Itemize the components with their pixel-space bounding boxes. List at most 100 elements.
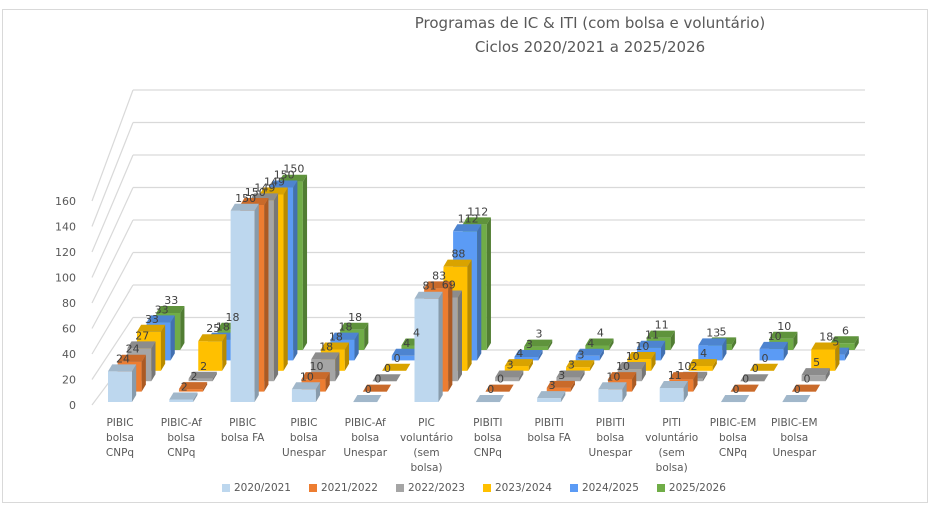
bar-top — [546, 380, 575, 388]
y-tick-label: 120 — [55, 246, 76, 259]
data-label: 10 — [606, 370, 620, 383]
bar-top — [291, 382, 321, 390]
bar-top — [382, 363, 411, 371]
bar-top — [669, 372, 698, 380]
bar — [811, 342, 840, 371]
data-label: 3 — [536, 328, 543, 341]
data-label: 4 — [587, 337, 594, 350]
bar-side — [528, 359, 533, 371]
bar — [230, 203, 259, 402]
bar-top — [453, 224, 482, 232]
data-label: 4 — [413, 327, 420, 340]
legend-label: 2021/2022 — [320, 482, 378, 494]
bar — [188, 371, 217, 382]
x-tick-label: PIBIC bolsa FA — [220, 417, 265, 444]
data-label: 0 — [794, 383, 801, 396]
bar — [791, 384, 821, 392]
data-label: 33 — [164, 294, 178, 307]
bar-top — [830, 336, 859, 344]
bar-side — [170, 315, 175, 361]
legend-label: 2025/2026 — [668, 482, 726, 494]
data-label: 5 — [813, 356, 820, 369]
y-tick-label: 160 — [55, 195, 76, 208]
x-tick-label: PIBIC-Af bolsa Unespar — [343, 417, 388, 459]
bar-side — [844, 347, 850, 361]
data-label: 112 — [467, 205, 488, 218]
data-label: 0 — [394, 352, 401, 365]
bar-side — [344, 342, 350, 371]
bar-top — [782, 395, 811, 402]
data-label: 13 — [706, 326, 720, 339]
data-label: 11 — [668, 369, 682, 382]
bar — [740, 374, 769, 382]
bar-top — [646, 330, 675, 338]
bar-top — [575, 348, 604, 356]
data-label: 150 — [283, 163, 304, 176]
gridline-depth — [91, 219, 134, 304]
data-label: 3 — [549, 379, 556, 392]
bar-front — [537, 398, 562, 402]
bar-top — [240, 197, 269, 205]
bar-top — [585, 338, 614, 346]
bar-top — [230, 203, 259, 211]
data-label: 25 — [206, 322, 220, 335]
bars — [108, 174, 859, 403]
bar-front — [698, 345, 723, 361]
bar-front — [688, 366, 713, 371]
data-label: 10 — [677, 360, 691, 373]
bar-front — [575, 355, 600, 361]
bar-top — [259, 187, 288, 195]
bar-side — [590, 360, 595, 371]
bar — [127, 341, 156, 382]
data-label: 112 — [458, 212, 479, 225]
bar-top — [598, 382, 627, 390]
chart-title: Programas de IC & ITI (com bolsa e volun… — [414, 14, 766, 32]
bar — [698, 338, 727, 361]
bar-front — [178, 389, 203, 392]
bar-side — [632, 372, 637, 392]
legend-label: 2024/2025 — [581, 482, 639, 494]
bar-front — [585, 345, 610, 350]
bar — [382, 363, 411, 371]
x-tick-label: PIBITI bolsa CNPq — [473, 417, 503, 459]
bar-top — [146, 315, 175, 323]
bar-side — [570, 380, 575, 392]
bar-top — [136, 324, 166, 332]
data-label: 18 — [319, 340, 333, 353]
bar — [178, 382, 208, 392]
bar-front — [556, 377, 581, 382]
data-label: 4 — [597, 327, 604, 340]
bar — [514, 349, 543, 361]
data-label: 2 — [190, 370, 197, 383]
data-label: 69 — [442, 278, 456, 291]
bar-side — [609, 338, 614, 350]
bar-top — [362, 384, 392, 392]
data-label: 18 — [216, 321, 230, 334]
bar-side — [160, 324, 166, 371]
legend-item: 2023/2024 — [482, 482, 552, 494]
bar-side — [273, 193, 279, 382]
gridline-depth — [91, 317, 134, 380]
bar-side — [731, 337, 737, 350]
data-label: 83 — [432, 269, 446, 282]
bar — [659, 380, 688, 402]
data-label: 6 — [842, 324, 849, 337]
bar-top — [495, 370, 524, 378]
bar — [598, 382, 627, 402]
bar — [759, 341, 788, 361]
legend-swatch — [308, 484, 317, 492]
data-label: 3 — [558, 369, 565, 382]
bar-front — [830, 343, 855, 350]
data-label: 3 — [568, 359, 575, 372]
data-label: 5 — [719, 325, 726, 338]
bar-front — [495, 377, 520, 382]
bar-top — [169, 392, 198, 400]
legend-item: 2022/2023 — [395, 482, 465, 494]
bar — [830, 336, 859, 350]
bar-side — [722, 338, 727, 361]
data-label: 88 — [451, 248, 465, 261]
data-label: 0 — [384, 362, 391, 375]
legend-label: 2020/2021 — [234, 482, 291, 494]
bar-top — [566, 360, 595, 368]
